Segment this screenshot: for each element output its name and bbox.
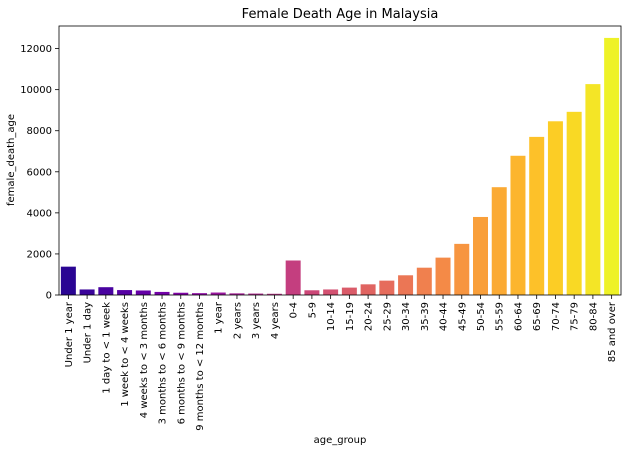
x-tick-label: 55-59 — [495, 302, 506, 331]
x-tick-label: 1 year — [214, 301, 225, 334]
bar — [566, 111, 582, 295]
y-tick-label: 4000 — [27, 208, 52, 219]
x-tick-label: Under 1 year — [64, 301, 75, 367]
bar — [210, 292, 226, 295]
x-tick-label: 75-79 — [570, 302, 581, 331]
x-tick-label: 2 years — [232, 302, 243, 339]
x-tick-label: 40-44 — [439, 302, 450, 331]
bar — [547, 121, 563, 295]
y-tick-label: 2000 — [27, 249, 52, 260]
bar — [117, 290, 133, 295]
y-axis-label: female_death_age — [6, 114, 17, 206]
x-tick-label: 3 months to < 6 months — [158, 302, 169, 424]
bar — [510, 155, 526, 295]
y-axis: 0 2000 4000 6000 8000 10000 12000 — [20, 44, 59, 302]
x-tick-label: 20-24 — [364, 302, 375, 331]
x-tick-label: 70-74 — [551, 302, 562, 331]
x-axis-label: age_group — [314, 435, 367, 446]
chart-title: Female Death Age in Malaysia — [242, 7, 439, 22]
x-tick-label: 30-34 — [401, 302, 412, 331]
bar — [98, 287, 114, 295]
x-tick-label: 3 years — [251, 302, 262, 339]
y-tick-label: 10000 — [20, 85, 52, 96]
bar — [173, 292, 189, 295]
x-tick-label: 15-19 — [345, 302, 356, 331]
x-tick-label: 50-54 — [476, 302, 487, 331]
bar — [491, 187, 507, 295]
x-tick-label: 65-69 — [532, 302, 543, 331]
bar — [248, 293, 264, 295]
x-tick-label: 9 months to < 12 months — [195, 302, 206, 431]
bar — [473, 216, 488, 295]
bar — [304, 290, 320, 295]
x-tick-label: 5-9 — [307, 302, 318, 318]
bar — [135, 290, 151, 295]
bar — [60, 266, 76, 295]
bar — [529, 136, 545, 295]
y-tick-label: 6000 — [27, 167, 52, 178]
bar — [192, 293, 207, 295]
y-tick-label: 12000 — [20, 44, 52, 55]
x-tick-label: 4 weeks to < 3 months — [139, 302, 150, 418]
bar — [416, 267, 432, 295]
bar — [379, 280, 395, 295]
bar — [604, 37, 620, 296]
x-tick-label: 85 and over — [607, 301, 618, 362]
x-tick-label: Under 1 day — [83, 302, 94, 363]
y-tick-label: 8000 — [27, 126, 52, 137]
x-tick-label: 25-29 — [382, 302, 393, 331]
bar — [285, 260, 301, 295]
x-tick-label: 45-49 — [457, 302, 468, 331]
bar — [454, 243, 470, 295]
bar — [229, 293, 245, 295]
bar — [341, 287, 357, 295]
x-tick-label: 10-14 — [326, 302, 337, 331]
x-tick-label: 6 months to < 9 months — [176, 302, 187, 424]
y-tick-label: 0 — [46, 291, 52, 302]
bar — [398, 275, 414, 295]
x-tick-label: 60-64 — [513, 302, 524, 331]
bar — [266, 293, 282, 295]
x-tick-label: 1 week to < 4 weeks — [120, 302, 131, 407]
plot-frame — [58, 25, 622, 296]
x-tick-label: 0-4 — [289, 302, 300, 318]
bar — [79, 289, 95, 295]
bars — [60, 37, 620, 296]
bar — [435, 257, 451, 295]
x-tick-label: 35-39 — [420, 302, 431, 331]
bar — [323, 289, 339, 295]
x-tick-label: 4 years — [270, 302, 281, 339]
bar — [585, 84, 601, 295]
x-tick-label: 80-84 — [588, 302, 599, 331]
x-tick-label: 1 day to < 1 week — [101, 302, 112, 394]
bar — [360, 284, 376, 295]
x-axis: Under 1 year Under 1 day 1 day to < 1 week… — [64, 295, 618, 431]
bar — [154, 291, 170, 295]
